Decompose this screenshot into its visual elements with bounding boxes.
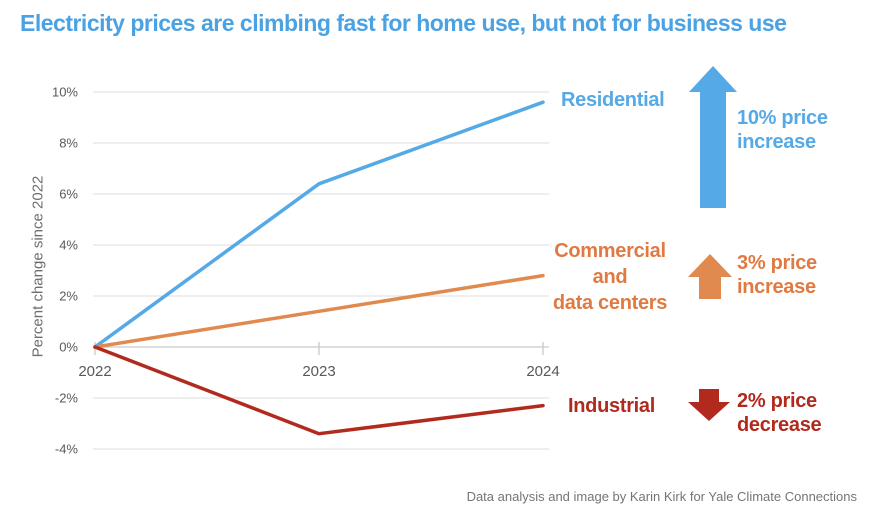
annotation-industrial-decrease: 2% price decrease: [737, 390, 822, 436]
series-line-commercial: [93, 273, 545, 349]
down-arrow-industrial-shape: [688, 389, 730, 421]
up-arrow-commercial-icon: [688, 254, 732, 299]
y-tick-label: 4%: [59, 238, 78, 253]
y-tick-label: 10%: [52, 85, 78, 100]
y-tick-label: 8%: [59, 136, 78, 151]
chart-title: Electricity prices are climbing fast for…: [20, 10, 787, 36]
x-tick-label: 2023: [302, 363, 335, 380]
annotation-residential-increase: 10% price increase: [737, 107, 828, 153]
annotation-commercial-increase: 3% price increase: [737, 252, 817, 298]
y-tick-label: 6%: [59, 187, 78, 202]
series-label-industrial: Industrial: [568, 395, 656, 417]
series-label-residential: Residential: [561, 89, 665, 111]
y-tick-label: -4%: [55, 442, 79, 457]
y-tick-label: 2%: [59, 289, 78, 304]
up-arrow-commercial-shape: [688, 254, 732, 299]
x-tick-label: 2022: [78, 363, 111, 380]
series-line-industrial: [93, 345, 545, 436]
y-tick-label: 0%: [59, 340, 78, 355]
up-arrow-residential-icon: [689, 66, 737, 208]
attribution-credit: Data analysis and image by Karin Kirk fo…: [466, 489, 857, 504]
down-arrow-industrial-icon: [688, 389, 730, 421]
up-arrow-residential-shape: [689, 66, 737, 208]
series-label-commercial: Commercial and data centers: [552, 240, 668, 314]
x-tick-label: 2024: [526, 363, 559, 380]
y-tick-label: -2%: [55, 391, 79, 406]
series-line-residential: [93, 100, 545, 349]
